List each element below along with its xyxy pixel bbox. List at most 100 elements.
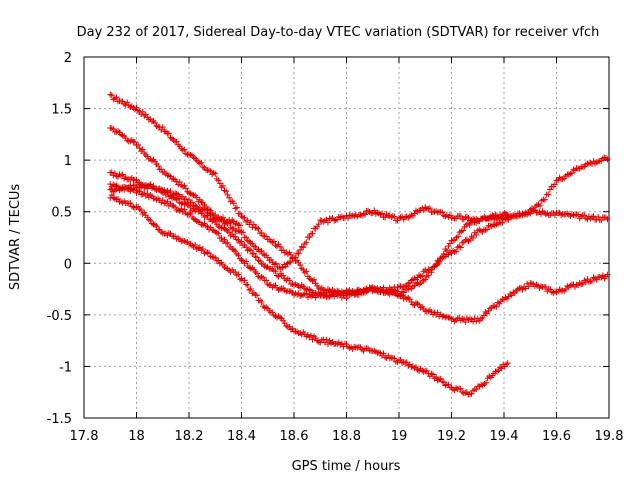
data-point [590, 213, 597, 220]
data-point [232, 269, 239, 276]
data-point [338, 213, 345, 220]
data-point [484, 226, 491, 233]
x-tick-label: 18 [128, 429, 145, 444]
y-tick-label: -1 [59, 360, 72, 375]
data-point [328, 292, 335, 299]
data-point [298, 243, 305, 250]
x-tick-label: 17.8 [70, 429, 99, 444]
x-tick-label: 18.4 [227, 429, 256, 444]
data-point [152, 221, 159, 228]
data-point [343, 341, 350, 348]
data-point [433, 373, 440, 380]
data-point [604, 271, 611, 278]
data-point [230, 200, 237, 207]
data-point [457, 213, 464, 220]
data-point [159, 196, 166, 203]
x-tick-label: 19.6 [542, 429, 571, 444]
data-point [303, 268, 310, 275]
data-point [172, 204, 179, 211]
data-point [219, 182, 226, 189]
data-point [193, 194, 200, 201]
data-point [235, 237, 242, 244]
series-sat-4 [107, 154, 611, 301]
data-point [311, 276, 318, 283]
data-point [493, 303, 500, 310]
data-point [186, 210, 192, 217]
data-point [297, 247, 304, 254]
data-point [215, 230, 222, 237]
data-point [148, 220, 155, 227]
data-point [284, 250, 291, 257]
data-point [499, 219, 506, 226]
data-point [343, 295, 350, 302]
data-point [243, 281, 250, 288]
data-point [226, 194, 233, 201]
data-point [477, 227, 484, 234]
data-point [559, 176, 566, 183]
data-point [433, 208, 440, 215]
data-point [297, 262, 304, 269]
data-point [244, 217, 251, 224]
data-point [243, 258, 250, 265]
data-point [192, 241, 199, 248]
data-point [199, 246, 206, 253]
data-point [419, 272, 426, 279]
data-point [575, 211, 582, 218]
data-point [490, 213, 497, 220]
data-point [315, 221, 322, 228]
data-point [215, 257, 222, 264]
data-point [283, 322, 290, 329]
data-point [346, 344, 353, 351]
data-point [414, 300, 421, 307]
data-point [397, 356, 404, 363]
data-point [604, 216, 611, 223]
data-point [416, 281, 423, 288]
data-point [155, 162, 162, 169]
data-point [173, 138, 180, 145]
data-point [570, 166, 577, 173]
data-point [139, 146, 146, 153]
data-point [223, 188, 230, 195]
data-point [599, 272, 606, 279]
axis-ticks: 17.8 18 18.2 18.4 18.6 18.8 19 19.2 19.4 19.6 19.8… [47, 51, 624, 444]
data-point [468, 390, 475, 397]
data-point [233, 250, 240, 257]
data-point [388, 214, 395, 221]
data-point [196, 244, 203, 251]
data-point [207, 168, 214, 175]
data-point [559, 287, 566, 294]
data-point [121, 175, 128, 182]
data-point [436, 259, 443, 266]
data-point [420, 207, 427, 214]
data-point [440, 379, 447, 386]
data-point [142, 111, 149, 118]
data-point [483, 379, 490, 386]
data-point [212, 212, 219, 219]
data-point [243, 234, 250, 241]
data-point [139, 108, 146, 115]
data-point [253, 270, 260, 277]
data-point [382, 214, 389, 221]
data-point [165, 130, 172, 137]
data-point [153, 223, 160, 230]
data-point [440, 212, 447, 219]
data-point [135, 141, 142, 148]
data-point [107, 91, 114, 98]
data-point [434, 309, 441, 316]
data-point [260, 274, 267, 281]
data-point [108, 192, 115, 199]
data-point [113, 94, 120, 101]
data-point [527, 280, 534, 287]
data-point [309, 230, 316, 237]
data-point [258, 273, 265, 280]
data-point [218, 184, 225, 191]
data-point [212, 170, 219, 177]
data-point [206, 250, 213, 257]
data-point [241, 214, 248, 221]
y-tick-label: 1.5 [51, 103, 72, 118]
data-point [462, 318, 469, 325]
data-point [255, 226, 262, 233]
data-point [542, 284, 549, 291]
data-point [480, 312, 487, 319]
data-point [446, 315, 453, 322]
